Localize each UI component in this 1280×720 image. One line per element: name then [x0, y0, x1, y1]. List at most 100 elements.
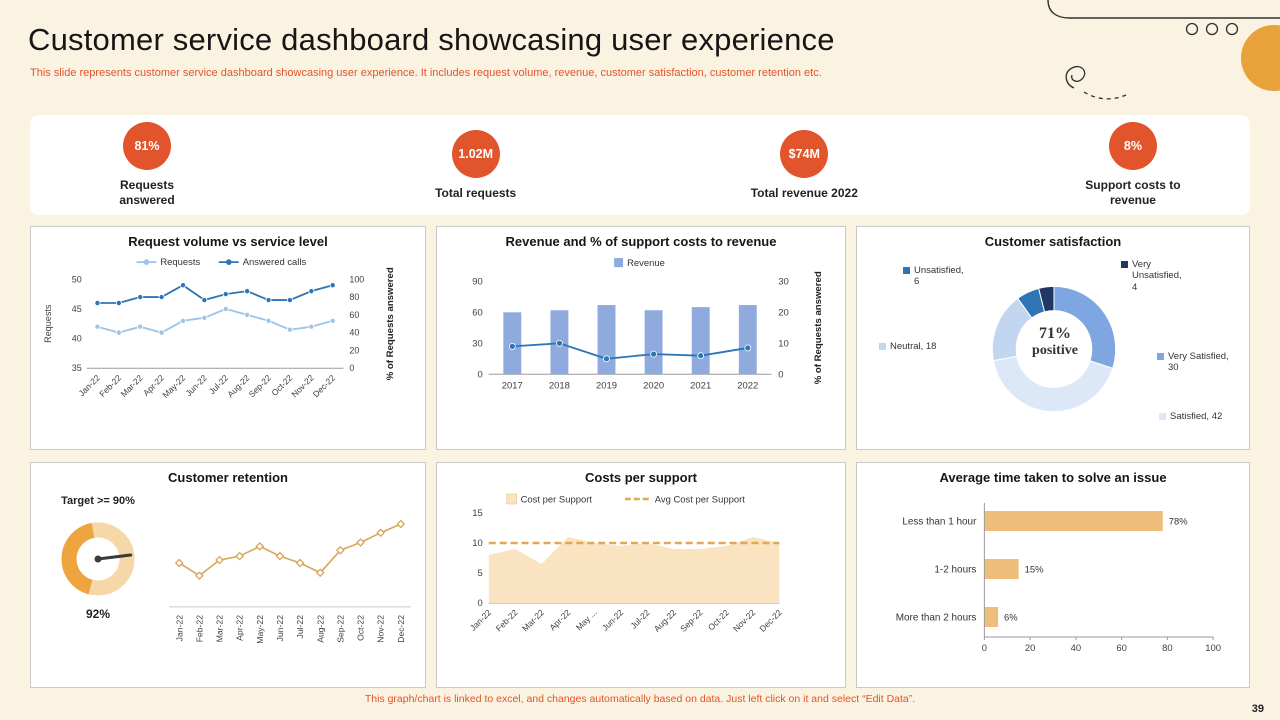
page-number: 39 — [1251, 703, 1264, 715]
dashed-tail-doodle — [1083, 91, 1127, 100]
svg-text:60: 60 — [472, 307, 483, 318]
chart-title: Request volume vs service level — [128, 234, 328, 249]
circle-doodle-icon — [1185, 22, 1199, 36]
svg-text:Aug-22: Aug-22 — [315, 615, 325, 643]
request-volume-chart[interactable]: Requests Answered calls 35 40 45 50 0 20 40 60 80 1… — [37, 251, 419, 445]
svg-text:Requests: Requests — [160, 257, 200, 268]
svg-text:15%: 15% — [1025, 564, 1044, 575]
svg-text:Jan-22: Jan-22 — [77, 372, 102, 398]
chart-title: Average time taken to solve an issue — [939, 470, 1167, 485]
kpi-badge: 1.02M — [451, 129, 500, 178]
svg-text:40: 40 — [72, 334, 82, 344]
svg-text:100: 100 — [1205, 643, 1221, 654]
chart-card-request-volume[interactable]: Request volume vs service level Requests… — [30, 226, 426, 450]
retention-chart[interactable]: Target >= 90% 92% Jan-22 Feb-22 Mar-22 Apr-… — [37, 487, 419, 686]
request-volume-svg: Requests Answered calls 35 40 45 50 0 20 40 60 80 1… — [43, 257, 396, 400]
donut-label-unsatisfied: Unsatisfied, 6 — [903, 265, 967, 288]
donut-label-satisfied: Satisfied, 42 — [1159, 411, 1239, 422]
chart-card-revenue[interactable]: Revenue and % of support costs to revenu… — [436, 226, 846, 450]
svg-text:Sep-22: Sep-22 — [678, 607, 705, 634]
svg-text:20: 20 — [778, 307, 789, 318]
svg-text:% of Requests answered: % of Requests answered — [813, 271, 824, 384]
legend-swatch — [879, 343, 886, 350]
svg-text:35: 35 — [72, 363, 82, 373]
legend-swatch — [1159, 413, 1166, 420]
svg-text:Less than 1 hour: Less than 1 hour — [902, 516, 977, 527]
chart-card-satisfaction[interactable]: Customer satisfaction Unsatisfied, 6 Ver… — [856, 226, 1250, 450]
page-title: Customer service dashboard showcasing us… — [28, 22, 835, 57]
svg-text:0: 0 — [982, 643, 987, 654]
svg-text:Mar-22: Mar-22 — [119, 372, 145, 399]
chart-card-retention[interactable]: Customer retention Target >= 90% 92% Jan… — [30, 462, 426, 688]
spiral-doodle-icon — [1065, 65, 1086, 89]
svg-text:5: 5 — [478, 568, 483, 579]
svg-text:Oct-22: Oct-22 — [706, 607, 731, 632]
donut-label-neutral: Neutral, 18 — [879, 341, 951, 352]
svg-text:Jun-22: Jun-22 — [183, 372, 208, 398]
svg-text:2021: 2021 — [690, 380, 711, 391]
svg-text:Nov-22: Nov-22 — [731, 607, 758, 634]
svg-text:Aug-22: Aug-22 — [652, 607, 679, 634]
solve-time-bar-chart[interactable]: 78% Less than 1 hour 15% 1-2 hours 6% More th… — [863, 487, 1243, 683]
retention-gauge-block: Target >= 90% 92% — [37, 487, 159, 686]
svg-text:30: 30 — [778, 276, 789, 287]
chart-title: Revenue and % of support costs to revenu… — [505, 234, 777, 249]
kpi-label: Total requests — [435, 185, 517, 200]
svg-text:2022: 2022 — [737, 380, 758, 391]
svg-text:Mar-22: Mar-22 — [215, 615, 225, 643]
costs-per-support-chart[interactable]: Cost per Support Avg Cost per Support 0 5 10… — [443, 487, 839, 683]
svg-text:Feb-22: Feb-22 — [97, 372, 123, 399]
svg-text:2020: 2020 — [643, 380, 664, 391]
chart-title: Customer satisfaction — [984, 234, 1122, 249]
gauge-value-label: 92% — [85, 607, 111, 621]
chart-card-costs[interactable]: Costs per support Cost per Support Avg Co… — [436, 462, 846, 688]
svg-text:60: 60 — [349, 310, 359, 320]
svg-text:0: 0 — [349, 363, 354, 373]
satisfaction-donut-chart[interactable]: Unsatisfied, 6 Very Unsatisfied, 4 Neutr… — [863, 251, 1243, 445]
svg-text:100: 100 — [349, 274, 364, 284]
svg-text:1-2 hours: 1-2 hours — [934, 564, 976, 575]
kpi-badge: 8% — [1108, 122, 1157, 170]
svg-text:2019: 2019 — [596, 380, 617, 391]
donut-label-very-unsatisfied: Very Unsatisfied, 4 — [1121, 259, 1187, 293]
svg-text:10: 10 — [472, 538, 483, 549]
legend-swatch — [1121, 261, 1128, 268]
svg-text:20: 20 — [349, 345, 359, 355]
svg-text:Jun-22: Jun-22 — [600, 607, 626, 633]
orange-circle-decoration — [1241, 25, 1280, 91]
kpi-total-revenue: $74M Total revenue 2022 — [729, 129, 879, 201]
svg-text:May ...: May ... — [574, 607, 599, 632]
svg-text:May-22: May-22 — [255, 615, 265, 644]
svg-text:Oct-22: Oct-22 — [356, 615, 366, 641]
svg-text:Jan-22: Jan-22 — [468, 607, 494, 633]
footer-note: This graph/chart is linked to excel, and… — [364, 692, 916, 705]
satisfaction-donut-svg — [991, 285, 1117, 413]
svg-text:Dec-22: Dec-22 — [757, 607, 784, 634]
svg-text:Nov-22: Nov-22 — [289, 372, 315, 399]
circle-doodle-icon — [1225, 22, 1239, 36]
svg-text:80: 80 — [1162, 643, 1173, 654]
retention-gauge — [52, 513, 144, 605]
slide-header: Customer service dashboard showcasing us… — [28, 22, 1008, 79]
svg-text:Answered calls: Answered calls — [243, 257, 307, 268]
svg-text:Aug-22: Aug-22 — [225, 372, 251, 399]
circle-doodle-icon — [1205, 22, 1219, 36]
chart-title: Customer retention — [168, 470, 288, 485]
kpi-total-requests: 1.02M Total requests — [401, 129, 551, 201]
svg-text:May-22: May-22 — [160, 372, 187, 400]
revenue-chart[interactable]: Revenue 0 30 60 90 0 10 20 30 % of Requests answe… — [443, 251, 839, 445]
kpi-band: 81% Requests answered 1.02M Total reques… — [30, 115, 1250, 215]
retention-line-chart: Jan-22 Feb-22 Mar-22 Apr-22 May-22 Jun-22 Jul-… — [159, 487, 419, 686]
retention-line-svg: Jan-22 Feb-22 Mar-22 Apr-22 May-22 Jun-22 Jul-… — [169, 519, 411, 644]
gauge-target-label: Target >= 90% — [61, 495, 135, 507]
svg-text:Sep-22: Sep-22 — [335, 615, 345, 643]
svg-text:More than 2 hours: More than 2 hours — [896, 612, 977, 623]
svg-text:Jan-22: Jan-22 — [174, 615, 184, 642]
chart-card-solve-time[interactable]: Average time taken to solve an issue 78%… — [856, 462, 1250, 688]
svg-text:60: 60 — [1116, 643, 1127, 654]
donut-label-very-satisfied: Very Satisfied, 30 — [1157, 351, 1229, 374]
svg-text:78%: 78% — [1169, 516, 1188, 527]
kpi-requests-answered: 81% Requests answered — [72, 122, 222, 208]
svg-text:15: 15 — [472, 508, 483, 519]
svg-text:40: 40 — [1071, 643, 1082, 654]
